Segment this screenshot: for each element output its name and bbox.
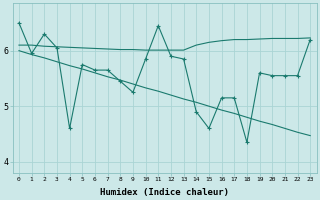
X-axis label: Humidex (Indice chaleur): Humidex (Indice chaleur) [100,188,229,197]
